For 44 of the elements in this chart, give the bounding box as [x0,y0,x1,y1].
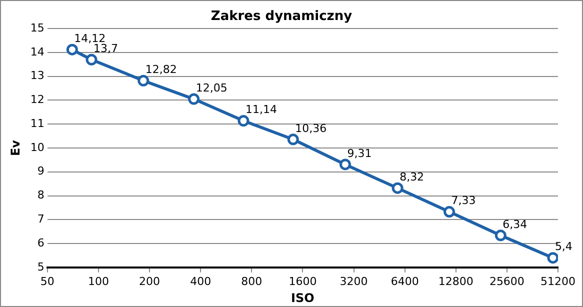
data-label: 5,4 [554,240,572,254]
x-tick-label: 12800 [438,274,474,288]
y-tick-label: 9 [37,164,44,178]
x-tick-label: 6400 [390,274,419,288]
y-tick-label: 13 [30,69,44,82]
data-label: 11,14 [245,103,277,116]
data-label: 7,33 [451,194,476,208]
data-label: 6,34 [502,218,528,231]
point [188,93,200,105]
y-tick-label: 10 [30,140,44,154]
x-tick-label: 51200 [540,274,576,288]
y-tick-label: 11 [30,116,44,130]
chart-title: Zakres dynamiczny [210,9,353,24]
x-tick-label: 3200 [340,274,368,288]
point [238,115,250,127]
y-axis-title: Ev [8,140,22,156]
data-label: 8,32 [400,170,424,184]
data-label: 12,05 [196,81,228,94]
y-tick-label: 8 [37,188,44,202]
y-tick-label: 14 [30,45,44,58]
y-tick-label: 12 [30,93,44,106]
y-tick-label: 7 [37,212,44,226]
data-label: 14,12 [74,32,106,45]
point [547,252,558,264]
x-tick-label: 25600 [489,274,524,288]
x-tick-label: 50 [40,274,54,288]
x-tick-label: 800 [241,274,262,288]
point [444,206,456,218]
data-label: 13,7 [94,42,118,56]
x-axis-title: ISO [291,290,314,305]
point [392,182,404,194]
y-tick-label: 5 [37,260,44,274]
x-tick-label: 100 [88,274,109,288]
x-tick-label: 400 [190,274,212,288]
x-tick-label: 200 [139,274,160,288]
data-label: 9,31 [347,146,372,160]
x-tick-label: 1600 [288,274,317,288]
point [494,230,506,242]
y-tick-label: 6 [37,236,44,250]
point [138,74,150,86]
data-label: 12,82 [145,63,177,76]
y-tick-label: 15 [30,21,44,34]
data-label: 10,36 [295,122,327,135]
point [86,54,98,66]
